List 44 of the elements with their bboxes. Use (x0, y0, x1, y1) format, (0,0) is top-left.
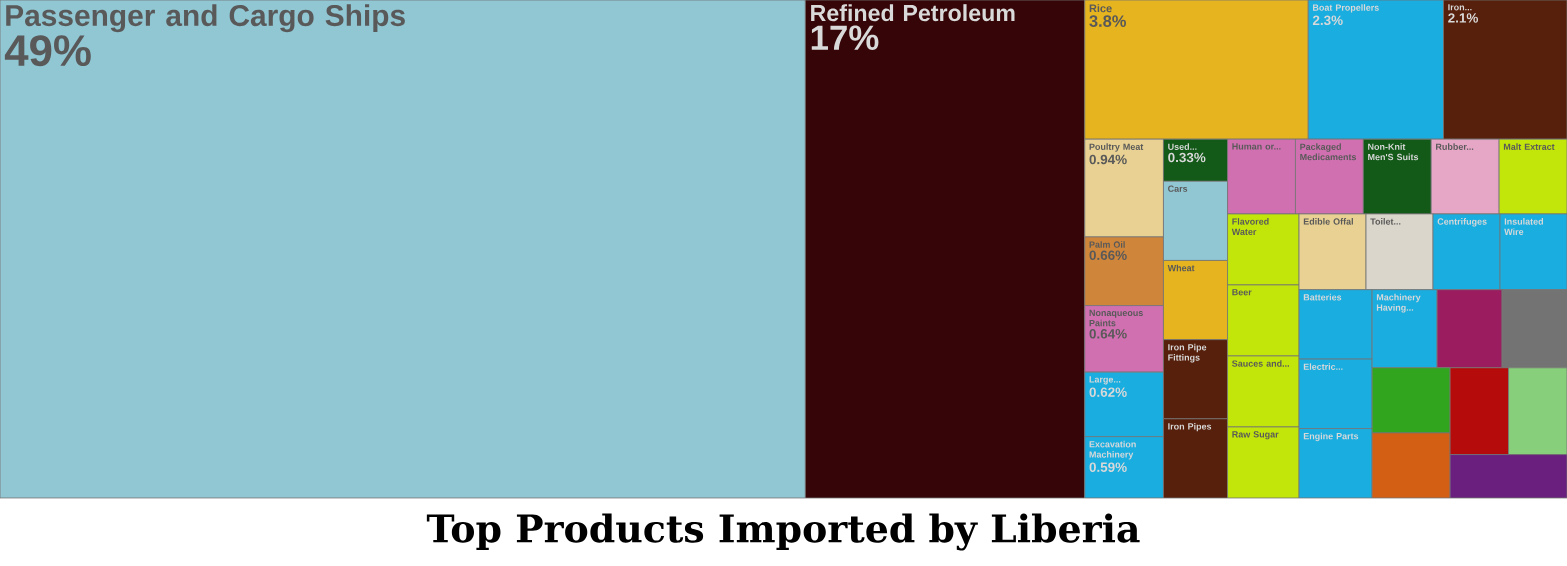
category-label: Insulated Wire (1504, 218, 1543, 235)
data-label: 49% (4, 35, 91, 67)
category-label: Sauces and... (1232, 360, 1289, 367)
category-label: Iron Pipe Fittings (1168, 343, 1207, 363)
category-label: Centrifuges (1437, 218, 1487, 227)
category-label: Rubber... (1436, 143, 1474, 150)
category-label: Edible Offal (1303, 218, 1353, 225)
data-label: 2.1% (1448, 13, 1479, 23)
category-label: Poultry Meat (1089, 143, 1144, 152)
category-label: Used... (1168, 143, 1197, 150)
category-label: Large... (1089, 376, 1121, 385)
category-label: Batteries (1303, 293, 1342, 301)
text: Top Products Imported by Liberia (426, 513, 1140, 551)
category-label: Toilet... (1370, 218, 1401, 225)
data-label: 2.3% (1312, 15, 1343, 26)
category-label: Malt Extract (1503, 143, 1555, 150)
category-label: Electric... (1303, 363, 1343, 370)
category-label: Iron... (1448, 4, 1472, 11)
category-label: Non-Knit Men'S Suits (1368, 143, 1419, 161)
category-label: Refined Petroleum (811, 4, 1015, 22)
category-label: Machinery Having... (1376, 293, 1421, 313)
category-label: Human or... (1232, 143, 1281, 150)
category-label: Iron Pipes (1168, 423, 1212, 432)
data-label: 3.8% (1089, 15, 1127, 27)
category-label: Excavation Machinery (1089, 440, 1136, 460)
data-label: 0.33% (1168, 152, 1206, 163)
data-label: 0.66% (1089, 250, 1127, 261)
category-label: Rice (1089, 4, 1112, 13)
category-label: Wheat (1167, 264, 1195, 272)
data-label: 0.59% (1089, 462, 1127, 472)
category-label: Flavored Water (1231, 218, 1269, 235)
category-label: Engine Parts (1303, 432, 1359, 442)
data-label: 0.64% (1089, 329, 1127, 339)
category-label: Cars (1168, 185, 1188, 192)
category-label: Raw Sugar (1232, 431, 1279, 440)
category-label: Passenger and Cargo Ships (6, 4, 405, 33)
category-label: Beer (1232, 289, 1252, 296)
data-label: 0.94% (1089, 154, 1127, 165)
category-label: Packaged Medicaments (1300, 143, 1357, 161)
category-label: Boat Propellers (1313, 4, 1379, 13)
data-label: 17% (811, 25, 879, 50)
category-label: Palm Oil (1089, 241, 1125, 248)
category-label: Nonaqueous Paints (1089, 309, 1143, 327)
data-label: 0.62% (1089, 387, 1127, 397)
